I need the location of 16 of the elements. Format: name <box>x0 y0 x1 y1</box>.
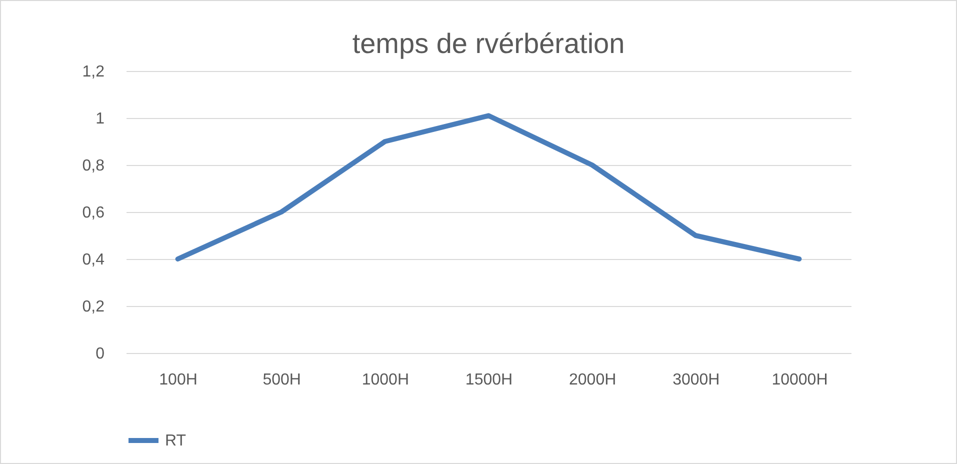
x-tick-label: 500H <box>262 372 301 388</box>
legend-label: RT <box>165 432 186 450</box>
x-tick-label: 1000H <box>362 372 410 388</box>
y-tick-label: 1,2 <box>82 64 105 80</box>
x-tick-label: 1500H <box>465 372 513 388</box>
x-tick-label: 100H <box>159 372 198 388</box>
x-tick-label: 2000H <box>568 372 616 388</box>
y-tick-label: 0 <box>96 346 105 362</box>
y-tick-label: 0,8 <box>82 158 105 174</box>
x-tick-label: 3000H <box>672 372 720 388</box>
y-tick-label: 1 <box>96 110 105 128</box>
y-tick-label: 0,6 <box>82 204 105 222</box>
chart-title: temps de rvérbération <box>352 28 625 59</box>
y-tick-label: 0,4 <box>82 252 105 268</box>
y-tick-label: 0,2 <box>82 298 105 316</box>
x-tick-label: 10000H <box>772 372 828 388</box>
